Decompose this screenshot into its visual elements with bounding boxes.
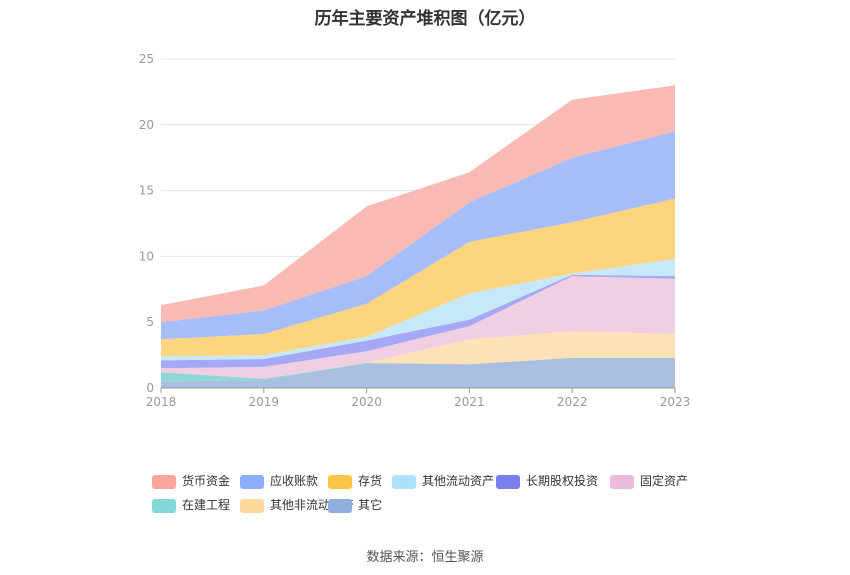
area-应收账款 bbox=[161, 131, 675, 340]
legend-item-存货[interactable]: 存货 bbox=[328, 472, 383, 489]
area-固定资产 bbox=[161, 276, 675, 379]
legend-swatch bbox=[240, 474, 264, 489]
x-tick-label-2018: 2018 bbox=[146, 395, 177, 409]
area-其他非流动资产 bbox=[161, 331, 675, 382]
area-在建工程 bbox=[161, 331, 675, 382]
area-存货 bbox=[161, 198, 675, 357]
legend-label: 货币资金 bbox=[182, 474, 231, 488]
x-tick-label-2022: 2022 bbox=[557, 395, 588, 409]
legend-swatch bbox=[328, 474, 352, 489]
x-tick-label-2020: 2020 bbox=[351, 395, 382, 409]
area-其他流动资产 bbox=[161, 259, 675, 361]
area-货币资金 bbox=[161, 85, 675, 323]
legend-swatch bbox=[152, 474, 176, 489]
x-tick-label-2023: 2023 bbox=[660, 395, 691, 409]
legend-item-固定资产[interactable]: 固定资产 bbox=[610, 472, 689, 489]
legend-item-货币资金[interactable]: 货币资金 bbox=[152, 472, 231, 489]
legend-label: 在建工程 bbox=[182, 498, 231, 512]
y-tick-label: 20 bbox=[139, 118, 154, 132]
legend-swatch bbox=[496, 474, 520, 489]
legend-label: 长期股权投资 bbox=[526, 474, 599, 488]
legend-item-其他流动资产[interactable]: 其他流动资产 bbox=[392, 472, 495, 489]
data-source-note: 数据来源：恒生聚源 bbox=[366, 550, 484, 565]
legend-label: 固定资产 bbox=[640, 474, 689, 488]
legend-label: 存货 bbox=[358, 474, 383, 488]
legend-label: 应收账款 bbox=[270, 474, 319, 488]
legend-item-长期股权投资[interactable]: 长期股权投资 bbox=[496, 472, 599, 489]
legend-item-应收账款[interactable]: 应收账款 bbox=[240, 472, 319, 489]
legend-item-在建工程[interactable]: 在建工程 bbox=[152, 496, 231, 513]
y-tick-label: 15 bbox=[139, 184, 154, 198]
y-tick-label: 5 bbox=[146, 315, 154, 329]
x-tick-label-2019: 2019 bbox=[249, 395, 280, 409]
legend-swatch bbox=[328, 498, 352, 513]
legend-swatch bbox=[610, 474, 634, 489]
y-tick-label: 25 bbox=[139, 52, 154, 66]
chart-title: 历年主要资产堆积图（亿元） bbox=[314, 9, 536, 29]
legend-swatch bbox=[240, 498, 264, 513]
y-tick-label: 10 bbox=[139, 249, 154, 263]
legend-label: 其他流动资产 bbox=[422, 474, 495, 488]
area-其它 bbox=[161, 357, 675, 388]
y-tick-label: 0 bbox=[146, 381, 154, 395]
x-tick-label-2021: 2021 bbox=[454, 395, 485, 409]
legend-swatch bbox=[392, 474, 416, 489]
legend-label: 其它 bbox=[358, 498, 383, 512]
legend-swatch bbox=[152, 498, 176, 513]
legend-item-其它[interactable]: 其它 bbox=[328, 496, 383, 513]
